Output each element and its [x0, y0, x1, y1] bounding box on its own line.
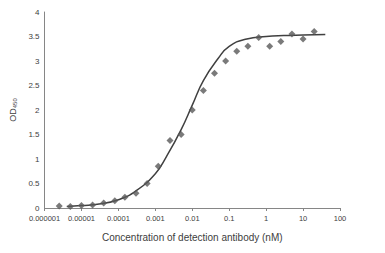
svg-text:100: 100 [334, 214, 347, 223]
svg-text:0.000001: 0.000001 [29, 214, 60, 223]
svg-text:0.01: 0.01 [185, 214, 200, 223]
svg-text:0.001: 0.001 [146, 214, 165, 223]
svg-text:0: 0 [35, 204, 40, 213]
svg-text:4: 4 [35, 8, 40, 17]
svg-text:10: 10 [299, 214, 307, 223]
svg-text:450: 450 [12, 98, 18, 109]
svg-text:3: 3 [35, 57, 40, 66]
svg-text:2: 2 [35, 106, 40, 115]
svg-text:0.00001: 0.00001 [68, 214, 95, 223]
svg-text:OD: OD [8, 108, 18, 122]
svg-text:1: 1 [264, 214, 268, 223]
svg-text:2.5: 2.5 [28, 81, 40, 90]
svg-text:1: 1 [35, 155, 40, 164]
svg-text:0.5: 0.5 [28, 179, 40, 188]
svg-text:0.0001: 0.0001 [107, 214, 130, 223]
svg-text:Concentration of detection ant: Concentration of detection antibody (nM) [102, 232, 283, 243]
svg-text:1.5: 1.5 [28, 130, 40, 139]
svg-text:3.5: 3.5 [28, 32, 40, 41]
svg-text:0.1: 0.1 [224, 214, 234, 223]
